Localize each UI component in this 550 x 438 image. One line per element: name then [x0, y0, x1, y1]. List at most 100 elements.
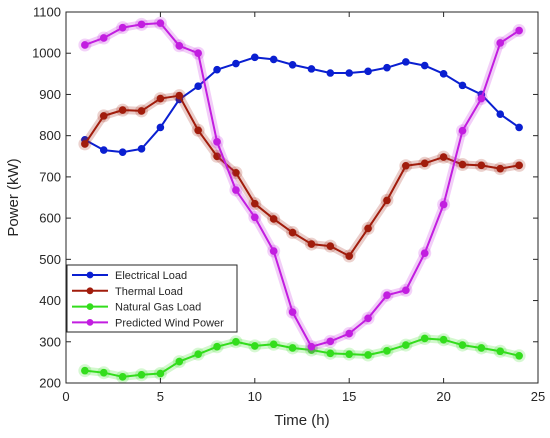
data-point	[420, 334, 429, 343]
data-point	[232, 168, 240, 177]
data-point	[288, 308, 297, 316]
legend-label: Electrical Load	[115, 270, 187, 282]
data-point	[345, 329, 354, 338]
legend-marker	[86, 271, 94, 279]
data-point	[194, 350, 202, 358]
data-point	[156, 94, 165, 103]
data-point	[477, 161, 486, 170]
data-point	[477, 94, 486, 103]
data-point	[269, 215, 278, 223]
series-predicted-wind-power	[78, 16, 526, 354]
x-tick-label: 15	[342, 389, 356, 404]
data-point	[345, 69, 354, 77]
data-point	[326, 337, 335, 346]
data-point	[326, 242, 335, 250]
data-point	[232, 59, 240, 68]
data-point	[118, 148, 127, 156]
data-point	[288, 228, 297, 237]
y-axis-title: Power (kW)	[5, 158, 22, 236]
series-halo	[80, 334, 524, 381]
data-point	[364, 67, 372, 76]
data-point	[156, 369, 165, 378]
legend-marker	[86, 319, 94, 326]
data-point	[383, 196, 391, 205]
data-point	[118, 106, 127, 114]
data-point	[137, 107, 146, 115]
data-point	[81, 366, 89, 375]
data-point	[496, 39, 505, 47]
plot-marks	[78, 16, 526, 384]
data-point	[269, 247, 278, 255]
data-point	[307, 65, 316, 73]
legend-item: Predicted Wind Power	[72, 317, 224, 329]
data-point	[99, 146, 108, 154]
data-point	[81, 41, 89, 49]
data-point	[81, 140, 89, 148]
data-point	[326, 349, 335, 358]
legend-item: Thermal Load	[72, 286, 183, 298]
series-natural-gas-load	[78, 331, 526, 384]
plot-frame	[65, 11, 539, 384]
data-point	[251, 342, 259, 350]
y-tick-label: 800	[39, 128, 61, 143]
data-point	[458, 160, 467, 169]
data-point	[251, 53, 259, 62]
data-point	[402, 341, 410, 349]
data-point	[118, 373, 127, 381]
data-point	[288, 60, 297, 69]
data-point	[345, 350, 354, 358]
series-thermal-load	[78, 89, 526, 263]
y-tick-label: 500	[39, 252, 61, 267]
x-tick-label: 5	[157, 389, 164, 404]
data-point	[345, 252, 354, 260]
data-point	[307, 240, 316, 248]
data-point	[364, 224, 372, 233]
legend-marker	[86, 303, 94, 310]
data-point	[515, 351, 523, 360]
data-point	[496, 347, 505, 356]
y-tick-label: 1000	[32, 46, 61, 61]
x-tick-label: 0	[62, 389, 69, 404]
data-point	[156, 19, 165, 27]
data-point	[137, 370, 146, 379]
data-point	[232, 337, 240, 346]
data-point	[458, 341, 467, 349]
data-point	[137, 145, 146, 153]
data-point	[175, 357, 184, 366]
data-point	[458, 126, 467, 135]
data-point	[458, 81, 467, 90]
x-tick-label: 10	[248, 389, 262, 404]
y-tick-label: 400	[39, 293, 61, 308]
axes: 0 5 10 15 20 25 200 300 400 500 600 700 800 900 1000 11…	[32, 5, 545, 405]
legend-box	[66, 264, 238, 333]
data-point	[213, 342, 221, 351]
data-point	[232, 186, 240, 194]
data-point	[213, 138, 221, 146]
data-point	[420, 61, 429, 70]
data-point	[496, 164, 505, 173]
data-point	[420, 249, 429, 257]
x-axis-title: Time (h)	[274, 412, 329, 429]
data-point	[477, 344, 486, 352]
data-point	[99, 34, 108, 42]
data-point	[402, 58, 410, 66]
data-point	[420, 159, 429, 168]
data-point	[251, 199, 259, 208]
y-tick-label: 700	[39, 169, 61, 184]
x-tick-label: 20	[436, 389, 450, 404]
y-tick-label: 900	[39, 87, 61, 102]
data-point	[383, 291, 391, 299]
legend: Electrical Load Thermal Load Natural Gas L…	[66, 264, 238, 333]
legend-item: Electrical Load	[72, 270, 187, 282]
data-point	[194, 126, 202, 135]
data-point	[496, 110, 505, 119]
data-point	[383, 63, 391, 72]
data-point	[383, 347, 391, 355]
legend-label: Thermal Load	[115, 286, 183, 298]
data-point	[156, 123, 165, 132]
data-point	[439, 70, 448, 78]
series-electrical-load	[81, 53, 523, 156]
data-point	[402, 286, 410, 295]
data-point	[194, 49, 202, 58]
